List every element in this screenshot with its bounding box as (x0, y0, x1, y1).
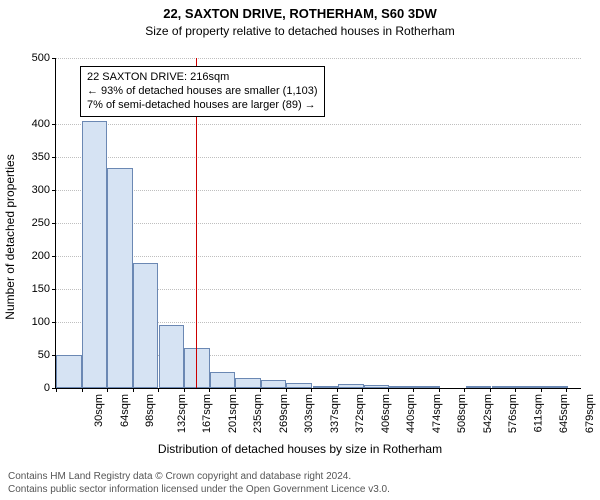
x-tick (515, 388, 516, 392)
x-tick-label: 611sqm (532, 394, 544, 432)
gridline (56, 256, 581, 257)
x-tick-label: 303sqm (303, 394, 315, 433)
chart-container: 22, SAXTON DRIVE, ROTHERHAM, S60 3DW Siz… (0, 0, 600, 500)
histogram-bar (235, 378, 261, 388)
gridline (56, 157, 581, 158)
x-tick (413, 388, 414, 392)
x-tick-label: 645sqm (558, 394, 570, 433)
x-tick (82, 388, 83, 392)
x-axis-label: Distribution of detached houses by size … (0, 442, 600, 456)
x-tick (362, 388, 363, 392)
annotation-line-1: 22 SAXTON DRIVE: 216sqm (87, 71, 318, 85)
histogram-bar (415, 386, 441, 388)
x-tick-label: 30sqm (93, 394, 105, 427)
y-tick-label: 350 (32, 151, 56, 163)
histogram-bar (338, 384, 364, 388)
x-tick-label: 98sqm (144, 394, 156, 427)
x-tick (490, 388, 491, 392)
x-tick (260, 388, 261, 392)
histogram-bar (466, 386, 492, 388)
x-tick (337, 388, 338, 392)
x-tick (158, 388, 159, 392)
x-tick-label: 440sqm (405, 394, 417, 433)
histogram-bar (184, 348, 210, 388)
x-tick-label: 64sqm (119, 394, 131, 427)
histogram-bar (389, 386, 415, 388)
footer-line-1: Contains HM Land Registry data © Crown c… (8, 471, 390, 484)
y-tick-label: 0 (44, 382, 56, 394)
histogram-bar (107, 168, 133, 388)
x-tick (464, 388, 465, 392)
y-tick-label: 150 (32, 283, 56, 295)
footer-line-2: Contains public sector information licen… (8, 484, 390, 497)
x-tick-label: 235sqm (252, 394, 264, 433)
y-tick-label: 50 (38, 349, 56, 361)
chart-title: 22, SAXTON DRIVE, ROTHERHAM, S60 3DW (0, 6, 600, 21)
x-tick (439, 388, 440, 392)
x-tick-label: 474sqm (431, 394, 443, 433)
x-tick (541, 388, 542, 392)
x-tick (286, 388, 287, 392)
histogram-bar (133, 263, 159, 388)
histogram-bar (286, 383, 312, 388)
x-tick (388, 388, 389, 392)
annotation-line-3: 7% of semi-detached houses are larger (8… (87, 99, 318, 113)
histogram-bar (82, 121, 108, 388)
y-tick-label: 300 (32, 184, 56, 196)
histogram-bar (261, 380, 287, 388)
histogram-bar (517, 386, 543, 388)
y-tick-label: 100 (32, 316, 56, 328)
x-tick (209, 388, 210, 392)
annotation-line-2: ← 93% of detached houses are smaller (1,… (87, 85, 318, 99)
histogram-bar (56, 355, 82, 388)
y-axis-label-wrap: Number of detached properties (0, 0, 20, 500)
x-tick-label: 372sqm (354, 394, 366, 433)
x-tick (107, 388, 108, 392)
gridline (56, 124, 581, 125)
x-tick-label: 167sqm (201, 394, 213, 433)
histogram-bar (492, 386, 518, 388)
annotation-box: 22 SAXTON DRIVE: 216sqm ← 93% of detache… (80, 66, 325, 117)
gridline (56, 58, 581, 59)
x-tick-label: 576sqm (507, 394, 519, 433)
y-tick-label: 250 (32, 217, 56, 229)
plot-area: 05010015020025030035040050030sqm64sqm98s… (55, 58, 581, 389)
x-tick (56, 388, 57, 392)
x-tick (133, 388, 134, 392)
histogram-bar (210, 372, 236, 389)
footer: Contains HM Land Registry data © Crown c… (8, 471, 390, 496)
y-tick-label: 400 (32, 118, 56, 130)
x-tick-label: 508sqm (456, 394, 468, 433)
y-axis-label: Number of detached properties (3, 137, 17, 337)
x-tick-label: 406sqm (380, 394, 392, 433)
histogram-bar (313, 386, 339, 388)
chart-subtitle: Size of property relative to detached ho… (0, 24, 600, 38)
x-tick-label: 132sqm (176, 394, 188, 433)
x-tick (184, 388, 185, 392)
x-tick-label: 679sqm (584, 394, 596, 433)
x-tick (235, 388, 236, 392)
x-tick (566, 388, 567, 392)
x-tick-label: 337sqm (329, 394, 341, 433)
x-tick-label: 201sqm (227, 394, 239, 433)
histogram-bar (159, 325, 185, 388)
x-tick-label: 542sqm (482, 394, 494, 433)
gridline (56, 223, 581, 224)
histogram-bar (364, 385, 390, 388)
histogram-bar (543, 386, 569, 388)
x-tick-label: 269sqm (278, 394, 290, 433)
gridline (56, 190, 581, 191)
x-tick (311, 388, 312, 392)
y-tick-label: 500 (32, 52, 56, 64)
y-tick-label: 200 (32, 250, 56, 262)
